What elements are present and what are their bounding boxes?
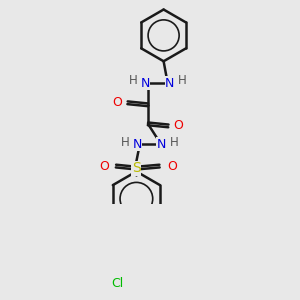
Text: H: H [178, 74, 186, 88]
Text: Cl: Cl [111, 277, 124, 290]
Text: O: O [174, 119, 184, 132]
Text: N: N [157, 138, 166, 151]
Text: O: O [99, 160, 109, 172]
Text: H: H [129, 74, 137, 88]
Text: H: H [120, 136, 129, 149]
Text: N: N [132, 138, 142, 151]
Text: N: N [140, 76, 150, 89]
Text: S: S [132, 161, 141, 175]
Text: H: H [169, 136, 178, 149]
Text: O: O [112, 96, 122, 109]
Text: N: N [165, 76, 174, 89]
Text: O: O [167, 160, 177, 172]
